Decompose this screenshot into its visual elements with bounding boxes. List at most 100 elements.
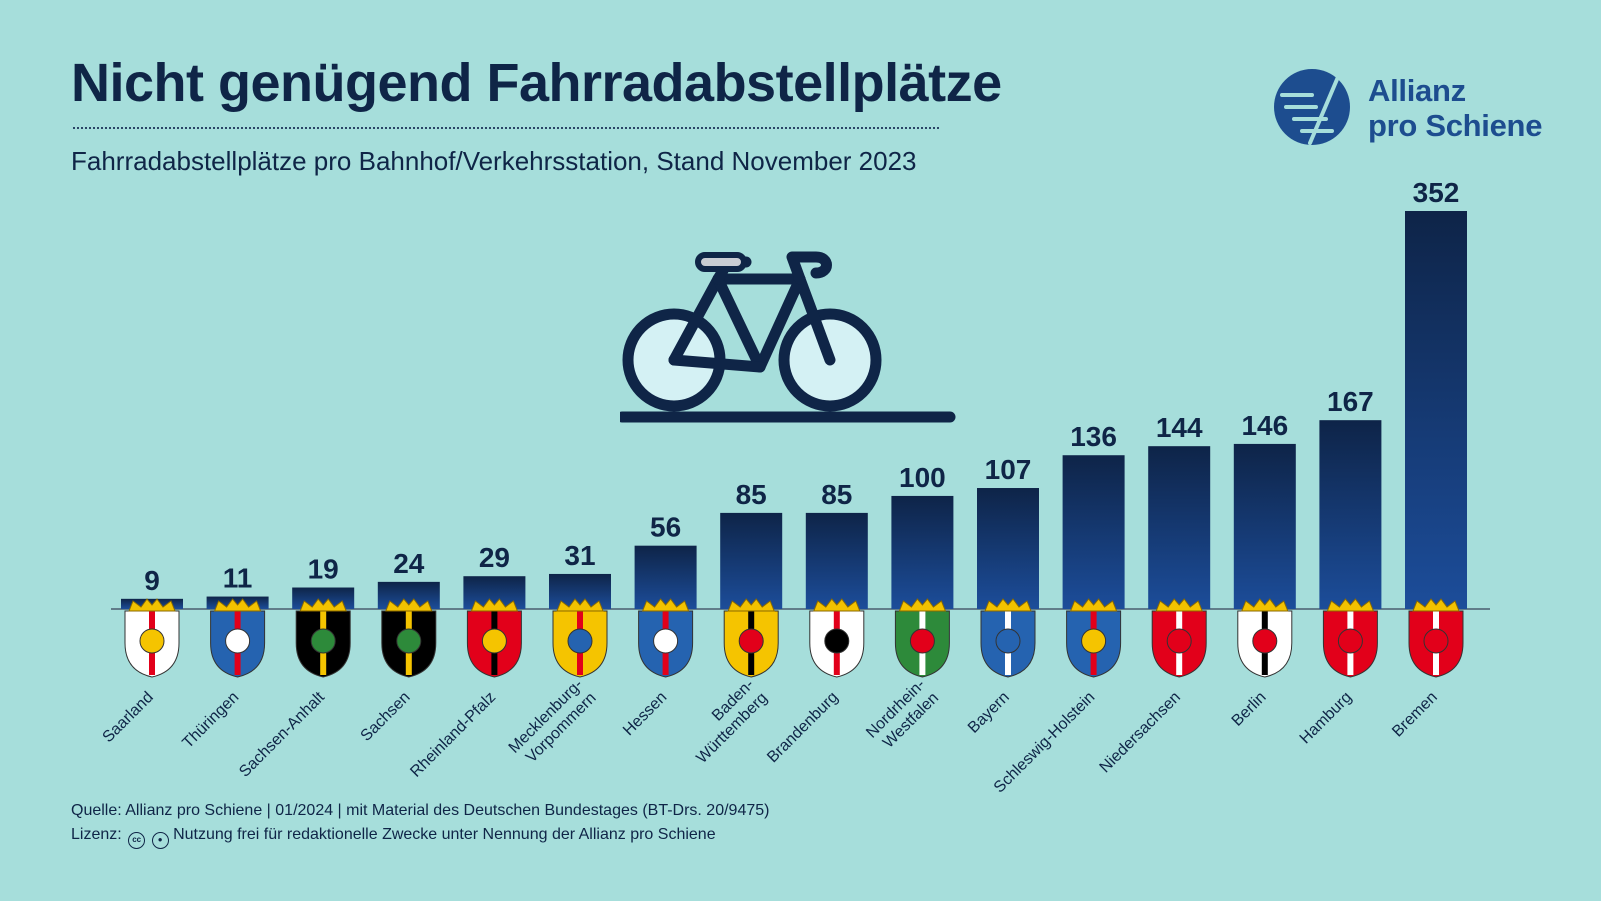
bar-value-label: 29 [479, 542, 510, 573]
crown [470, 598, 519, 612]
crown [1069, 598, 1118, 612]
category-label: Saarland [100, 689, 157, 746]
bar [463, 576, 526, 609]
category-label: Bremen [1389, 689, 1441, 741]
crown [727, 598, 775, 612]
source-text: Quelle: Allianz pro Schiene | 01/2024 | … [71, 802, 770, 819]
bar [121, 598, 183, 609]
coat-of-arms-icon [894, 598, 950, 678]
footer: Quelle: Allianz pro Schiene | 01/2024 | … [71, 802, 769, 855]
shield-charge [824, 628, 850, 654]
coat-of-arms-icon [1066, 598, 1122, 678]
crown [556, 598, 604, 612]
bicycle-icon [620, 251, 956, 423]
bar [1233, 443, 1296, 609]
page-subtitle: Fahrradabstellplätze pro Bahnhof/Verkehr… [71, 146, 917, 176]
coat-of-arms-icon [1322, 598, 1378, 678]
bar-value-label: 24 [393, 548, 425, 579]
coat-of-arms-icon [210, 598, 266, 678]
bar [891, 495, 954, 609]
crown [1326, 598, 1375, 612]
crown [898, 598, 947, 612]
coat-of-arms-icon [552, 598, 608, 678]
category-label: Mecklenburg-Vorpommern [506, 676, 600, 770]
category-label: Rheinland-Pfalz [407, 689, 499, 781]
category-label-line: Rheinland-Pfalz [407, 689, 499, 781]
bar [1319, 420, 1382, 609]
category-label: Sachsen [358, 689, 414, 745]
crown [984, 598, 1032, 612]
allianz-pro-schiene-logo: Allianz pro Schiene [1272, 67, 1562, 151]
coat-of-arms-icon [1408, 598, 1464, 678]
bar-value-label: 85 [736, 479, 767, 510]
category-label: Hessen [620, 689, 670, 739]
shield-charge [738, 628, 764, 654]
shield-charge [481, 628, 507, 654]
category-label: Bayern [965, 689, 1013, 737]
shield-charge [1166, 628, 1192, 654]
bar-value-label: 19 [308, 554, 339, 585]
bar-value-label: 352 [1413, 177, 1460, 208]
crown [813, 598, 861, 612]
category-label-line: Saarland [100, 689, 157, 746]
allianz-logo-icon [1274, 69, 1350, 145]
category-label: Berlin [1229, 689, 1270, 730]
coat-of-arms-icon [1151, 598, 1207, 678]
shield-charge [653, 628, 679, 654]
license-text: Nutzung frei für redaktionelle Zwecke un… [173, 826, 716, 843]
bar-value-label: 167 [1327, 386, 1374, 417]
coat-of-arms-icon [638, 598, 694, 678]
bar [720, 512, 783, 609]
shield-charge [139, 628, 165, 654]
coat-of-arms-icon [466, 598, 522, 678]
crown [1241, 598, 1289, 612]
shield-charge [909, 628, 935, 654]
category-label: Niedersachsen [1097, 689, 1184, 776]
crown [213, 598, 262, 612]
bar-value-label: 56 [650, 512, 681, 543]
coat-of-arms-icon [980, 598, 1036, 678]
bar-value-label: 136 [1070, 421, 1117, 452]
coat-of-arms-icon [809, 598, 865, 678]
category-label: Nordrhein-Westfalen [863, 676, 942, 755]
coat-of-arms-icon [1237, 598, 1293, 678]
category-label: Thüringen [179, 689, 242, 752]
bar-value-label: 144 [1156, 412, 1203, 443]
shield-charge [310, 628, 336, 654]
page-title: Nicht genügend Fahrradabstellplätze [71, 53, 1002, 113]
bar-value-label: 11 [223, 563, 253, 594]
coat-of-arms-icon [295, 598, 351, 678]
category-label: Hamburg [1297, 689, 1356, 748]
bar [634, 545, 697, 609]
category-label-line: Bayern [965, 689, 1013, 737]
category-label-line: Hessen [620, 689, 670, 739]
crown [641, 598, 690, 612]
crown [1155, 598, 1203, 612]
category-label-line: Bremen [1389, 689, 1441, 741]
crown [1412, 598, 1460, 612]
bar [549, 573, 611, 609]
category-label-line: Hamburg [1297, 689, 1356, 748]
bar [805, 512, 868, 609]
category-label: Sachsen-Anhalt [236, 688, 328, 780]
bar [1148, 446, 1211, 609]
category-label-line: Sachsen [358, 689, 414, 745]
bar-value-label: 100 [899, 462, 946, 493]
bar-value-label: 31 [564, 540, 595, 571]
shield-charge [225, 628, 251, 654]
shield-charge [396, 628, 422, 654]
title-divider [73, 127, 939, 129]
category-label-line: Berlin [1229, 689, 1270, 730]
shield-charge [1423, 628, 1449, 654]
crown [128, 598, 176, 612]
logo-text-line2: pro Schiene [1368, 108, 1543, 143]
coat-of-arms-icon [723, 598, 779, 678]
bar-value-label: 9 [144, 565, 160, 596]
crown [299, 598, 347, 612]
category-label-line: Thüringen [179, 689, 242, 752]
bar-value-label: 107 [985, 454, 1032, 485]
attribution-person-icon: ● [151, 832, 169, 849]
bar [1405, 211, 1467, 609]
shield-charge [1337, 628, 1363, 654]
shield-charge [567, 628, 593, 654]
